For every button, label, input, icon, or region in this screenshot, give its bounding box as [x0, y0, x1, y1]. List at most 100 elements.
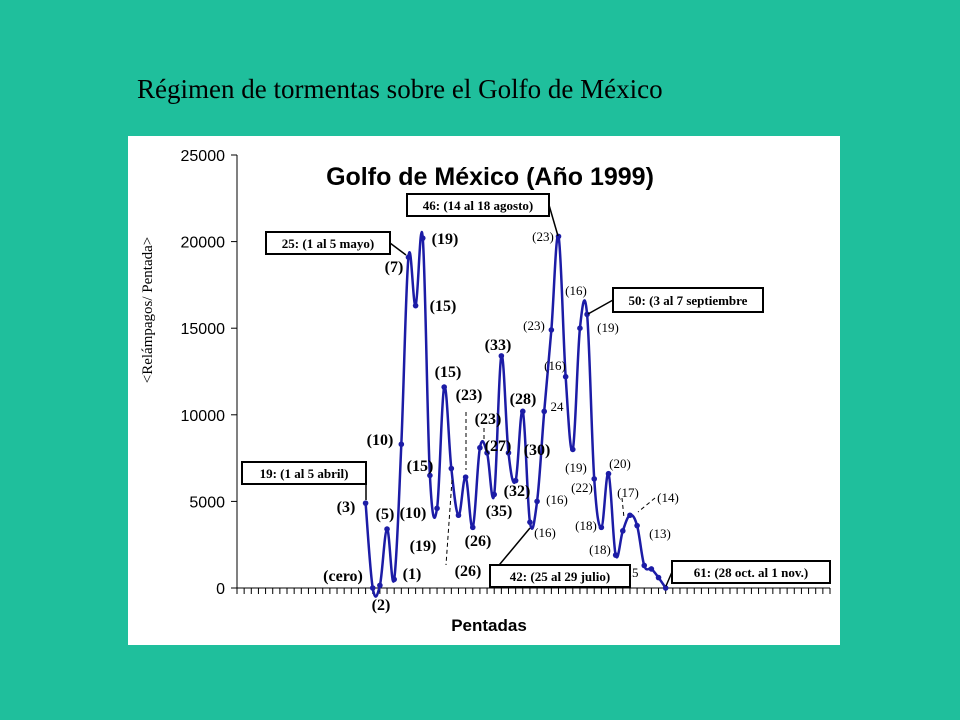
point-annotation: (17) — [617, 485, 639, 500]
point-annotation: (27) — [485, 438, 512, 455]
point-annotation: (19) — [410, 538, 437, 555]
data-point — [427, 472, 433, 479]
arrow-line — [637, 497, 656, 513]
point-annotation: (15) — [430, 298, 457, 315]
point-annotation: (19) — [432, 231, 459, 248]
x-axis-label: Pentadas — [451, 616, 527, 635]
callout-text: 42: (25 al 29 julio) — [510, 569, 610, 584]
callout-text: 19: (1 al 5 abril) — [260, 466, 349, 481]
y-tick-label: 20000 — [181, 235, 226, 252]
data-point — [505, 450, 512, 456]
data-point — [512, 477, 519, 484]
y-axis-label: <Relámpagos/ Pentada> — [140, 237, 156, 383]
callout-box — [241, 461, 367, 485]
callout-text: 61: (28 oct. al 1 nov.) — [694, 565, 808, 580]
leader-line — [548, 204, 559, 237]
point-annotation: (16) — [565, 283, 587, 298]
data-point — [634, 522, 640, 529]
point-annotation: (10) — [367, 432, 394, 449]
data-point — [369, 585, 376, 591]
data-point — [648, 566, 655, 572]
point-annotation: (3) — [337, 499, 356, 516]
arrow-line — [621, 497, 625, 519]
point-annotation: 24 — [551, 399, 565, 414]
callout-box — [265, 231, 391, 255]
data-point — [434, 505, 440, 512]
point-annotation: (15) — [407, 458, 434, 475]
data-point — [462, 474, 469, 480]
chart-title: Golfo de México (Año 1999) — [326, 163, 654, 191]
point-annotation: (14) — [657, 490, 679, 505]
point-annotation: (18) — [575, 518, 597, 533]
y-tick-label: 5000 — [189, 494, 225, 511]
data-point — [455, 512, 462, 519]
data-point — [569, 446, 576, 453]
callout-text: 50: (3 al 7 septiembre — [629, 293, 748, 308]
data-point — [484, 450, 490, 456]
point-annotation: (26) — [455, 563, 482, 580]
data-point — [377, 582, 383, 589]
point-annotation: (23) — [523, 318, 545, 333]
data-point — [477, 444, 483, 451]
point-annotation: (2) — [372, 597, 391, 614]
data-point — [534, 498, 540, 505]
point-annotation: (19) — [565, 460, 587, 475]
data-point — [448, 465, 455, 472]
point-annotation: (23) — [532, 229, 554, 244]
data-point — [441, 384, 447, 390]
data-point — [398, 441, 405, 448]
data-point — [491, 491, 498, 498]
data-point — [605, 470, 612, 477]
data-point — [598, 524, 605, 531]
data-point — [469, 524, 476, 531]
point-annotation: (35) — [486, 503, 513, 520]
callout-box — [612, 287, 764, 313]
data-point — [555, 233, 562, 240]
data-point — [641, 562, 648, 569]
data-point — [541, 408, 548, 415]
data-point — [384, 526, 390, 532]
point-annotation: (19) — [597, 320, 619, 335]
point-annotation: (7) — [385, 259, 404, 276]
callout-box — [489, 564, 631, 588]
data-point — [620, 528, 626, 534]
point-annotation: (23) — [456, 387, 483, 404]
y-tick-label: 0 — [216, 581, 225, 598]
data-point — [548, 327, 555, 333]
y-tick-label: 25000 — [181, 148, 226, 165]
data-point — [405, 254, 412, 260]
arrow-line — [445, 479, 453, 566]
point-annotation: (32) — [504, 483, 531, 500]
point-annotation: (20) — [609, 456, 631, 471]
data-point — [584, 311, 590, 318]
point-annotation: (30) — [524, 442, 551, 459]
data-point — [562, 373, 569, 380]
callout-box — [671, 560, 831, 584]
data-point — [519, 408, 526, 415]
point-annotation: (13) — [649, 526, 671, 541]
data-point — [412, 302, 419, 309]
leader-line — [389, 242, 407, 256]
data-point — [612, 552, 619, 558]
data-point — [662, 585, 669, 591]
data-point — [527, 519, 533, 525]
data-point — [655, 574, 662, 581]
y-tick-label: 10000 — [181, 408, 226, 425]
point-annotation: (16) — [544, 358, 566, 373]
point-annotation: (1) — [403, 566, 422, 583]
point-annotation: (22) — [571, 480, 593, 495]
point-annotation: (cero) — [323, 568, 363, 585]
point-annotation: (16) — [534, 525, 556, 540]
data-point — [591, 476, 598, 482]
y-tick-label: 15000 — [181, 321, 226, 338]
point-annotation: (23) — [475, 411, 502, 428]
callout-text: 25: (1 al 5 mayo) — [282, 236, 374, 251]
point-annotation: (33) — [485, 337, 512, 354]
point-annotation: (15) — [435, 364, 462, 381]
callout-box — [406, 193, 550, 217]
point-annotation: (10) — [400, 505, 427, 522]
data-point — [391, 576, 397, 583]
data-point — [627, 512, 633, 519]
leader-line — [587, 299, 614, 315]
